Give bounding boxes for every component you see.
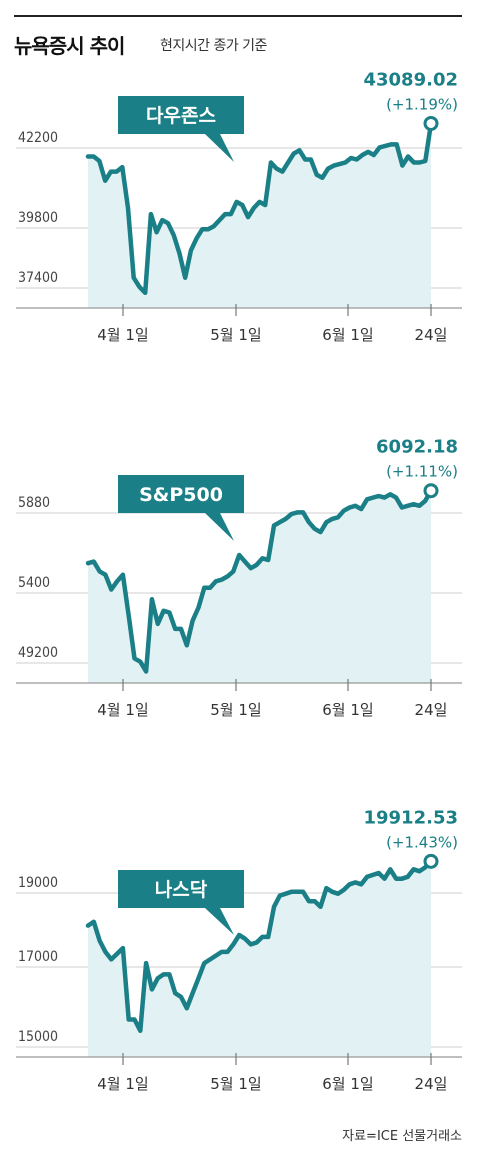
page-title: 뉴욕증시 추이 — [14, 34, 125, 58]
x-tick-label: 5월 1일 — [210, 701, 261, 719]
y-tick-label: 37400 — [18, 270, 58, 286]
x-tick-label: 6월 1일 — [322, 701, 373, 719]
series-label: 나스닥 — [155, 879, 208, 901]
top-rule — [14, 15, 462, 17]
series-area — [88, 490, 431, 683]
x-tick-label: 5월 1일 — [210, 1075, 261, 1093]
page-subtitle: 현지시간 종가 기준 — [160, 38, 267, 54]
x-tick-label: 5월 1일 — [210, 326, 261, 344]
x-tick-label: 24일 — [415, 1075, 448, 1093]
series-label: 다우존스 — [146, 105, 216, 127]
dow-jones-chart: 42200 39800 37400 4월 1일 5월 1일 6월 1일 24일 43089.0… — [16, 69, 462, 344]
series-label-box — [118, 475, 244, 513]
y-tick-label: 5880 — [18, 495, 50, 511]
nasdaq-chart: 19000 17000 15000 4월 1일 5월 1일 6월 1일 24일 19912.5… — [16, 807, 462, 1093]
y-tick-label: 15000 — [18, 1029, 58, 1045]
end-value-label: 43089.02 — [363, 69, 458, 90]
series-label-pointer — [205, 908, 234, 935]
series-line — [85, 488, 434, 674]
y-tick-label: 5400 — [18, 575, 50, 591]
y-tick-label: 39800 — [18, 210, 58, 226]
x-tick-label: 4월 1일 — [97, 326, 148, 344]
x-tick-label: 6월 1일 — [322, 326, 373, 344]
x-tick-label: 24일 — [415, 326, 448, 344]
series-label-pointer — [205, 513, 234, 541]
y-tick-label: 19000 — [18, 875, 58, 891]
source-note: 자료=ICE 선물거래소 — [342, 1129, 462, 1144]
x-tick-label: 24일 — [415, 701, 448, 719]
series-label-box — [118, 870, 244, 908]
x-tick-label: 4월 1일 — [97, 1075, 148, 1093]
y-tick-label: 49200 — [18, 645, 58, 661]
x-tick-label: 4월 1일 — [97, 701, 148, 719]
series-line — [85, 859, 434, 1033]
end-point-marker — [423, 115, 439, 131]
end-value-label: 19912.53 — [363, 807, 458, 828]
series-label: S&P500 — [139, 484, 223, 506]
end-change-label: (+1.11%) — [386, 463, 458, 481]
end-change-label: (+1.19%) — [386, 95, 458, 113]
end-point-marker — [423, 853, 439, 869]
end-change-label: (+1.43%) — [386, 833, 458, 851]
end-value-label: 6092.18 — [376, 437, 458, 458]
series-line — [85, 121, 434, 296]
y-tick-label: 17000 — [18, 949, 58, 965]
x-tick-label: 6월 1일 — [322, 1075, 373, 1093]
series-label-box — [118, 96, 244, 134]
series-area — [88, 861, 431, 1057]
y-tick-label: 42200 — [18, 130, 58, 146]
series-area — [88, 123, 431, 308]
sp500-chart: 5880 5400 49200 4월 1일 5월 1일 6월 1일 24일 6092.18 (+… — [16, 437, 462, 719]
end-point-marker — [423, 483, 439, 499]
series-label-pointer — [205, 134, 234, 162]
